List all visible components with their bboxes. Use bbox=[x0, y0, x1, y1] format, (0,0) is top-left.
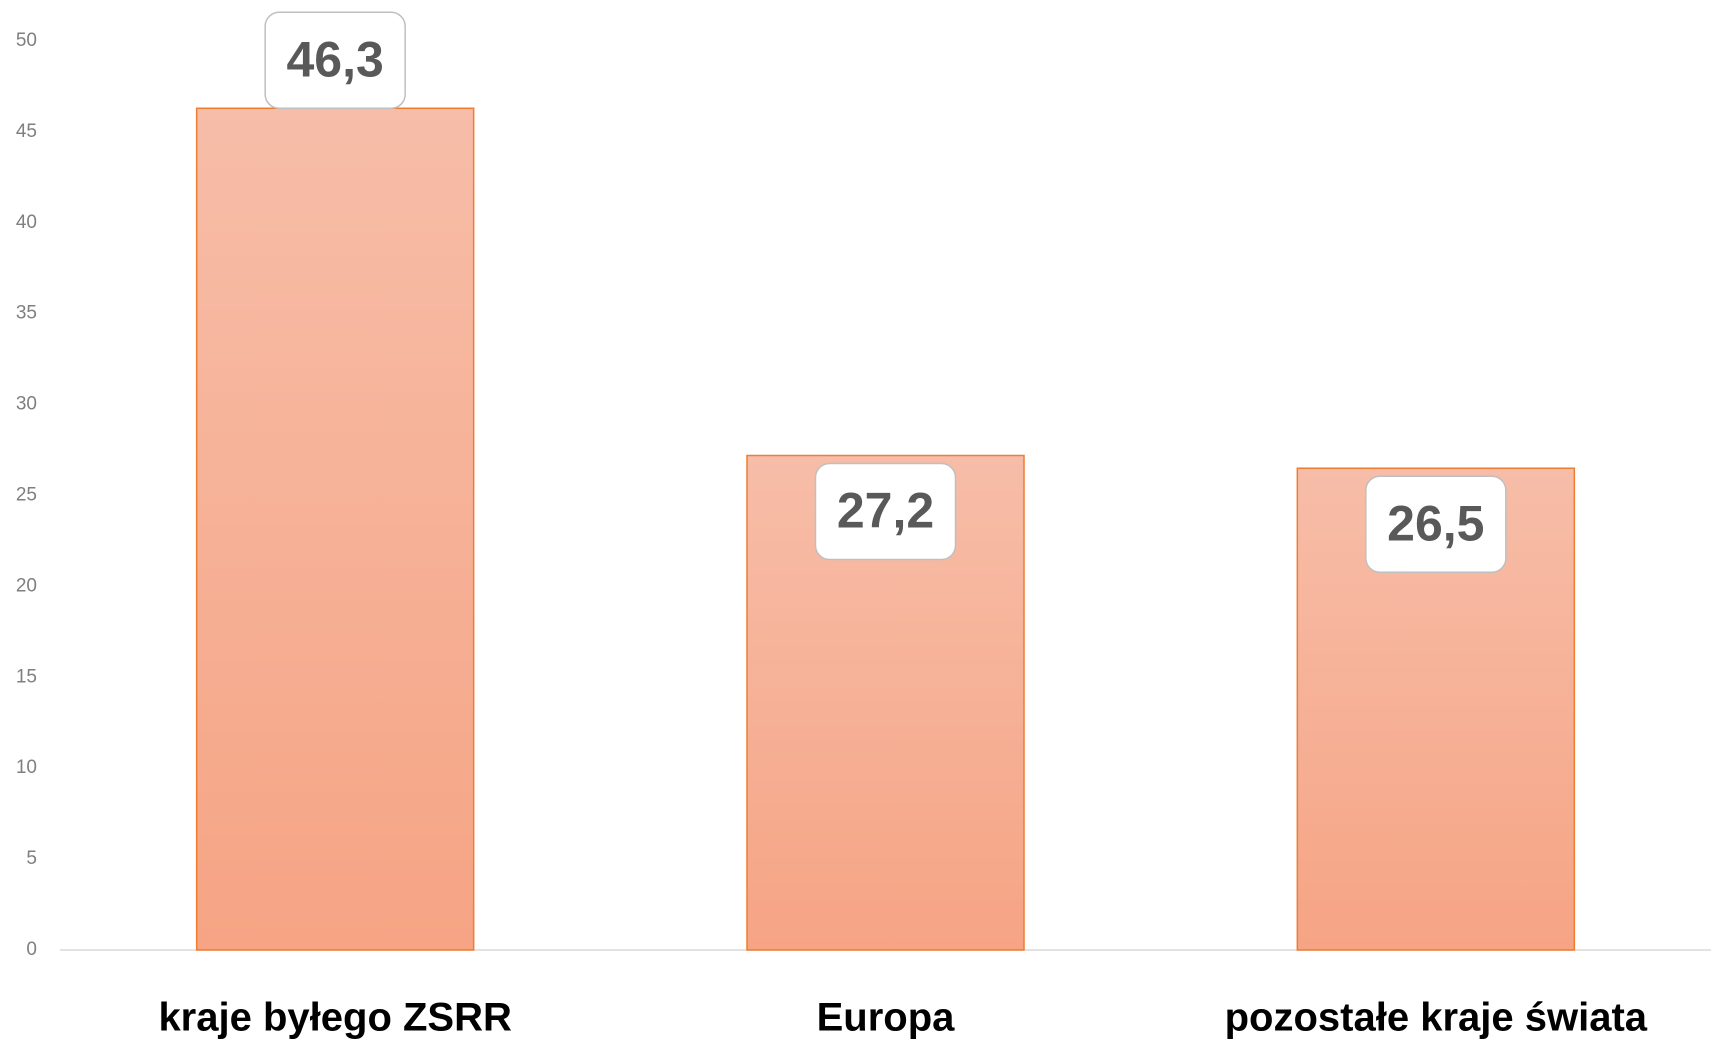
y-tick-label: 50 bbox=[16, 30, 37, 51]
data-label-box bbox=[814, 462, 957, 561]
data-label-box bbox=[264, 11, 406, 110]
bar bbox=[195, 107, 475, 951]
y-tick-label: 40 bbox=[16, 212, 37, 233]
y-tick-label: 0 bbox=[26, 939, 37, 960]
y-tick-label: 15 bbox=[16, 666, 37, 687]
y-tick-label: 25 bbox=[16, 485, 37, 506]
y-tick-label: 5 bbox=[26, 848, 37, 869]
y-tick-label: 45 bbox=[16, 121, 37, 142]
y-tick-label: 20 bbox=[16, 575, 37, 596]
y-tick-label: 30 bbox=[16, 394, 37, 415]
data-label-box bbox=[1365, 475, 1507, 573]
x-tick-label: kraje byłego ZSRR bbox=[158, 996, 512, 1040]
data-label: 27,2 bbox=[837, 483, 934, 539]
data-label: 26,5 bbox=[1387, 495, 1484, 551]
x-tick-label: Europa bbox=[817, 996, 956, 1040]
x-tick-label: pozostałe kraje świata bbox=[1225, 996, 1648, 1040]
y-tick-label: 35 bbox=[16, 303, 37, 324]
y-tick-label: 10 bbox=[16, 757, 37, 778]
data-label: 46,3 bbox=[287, 31, 384, 87]
